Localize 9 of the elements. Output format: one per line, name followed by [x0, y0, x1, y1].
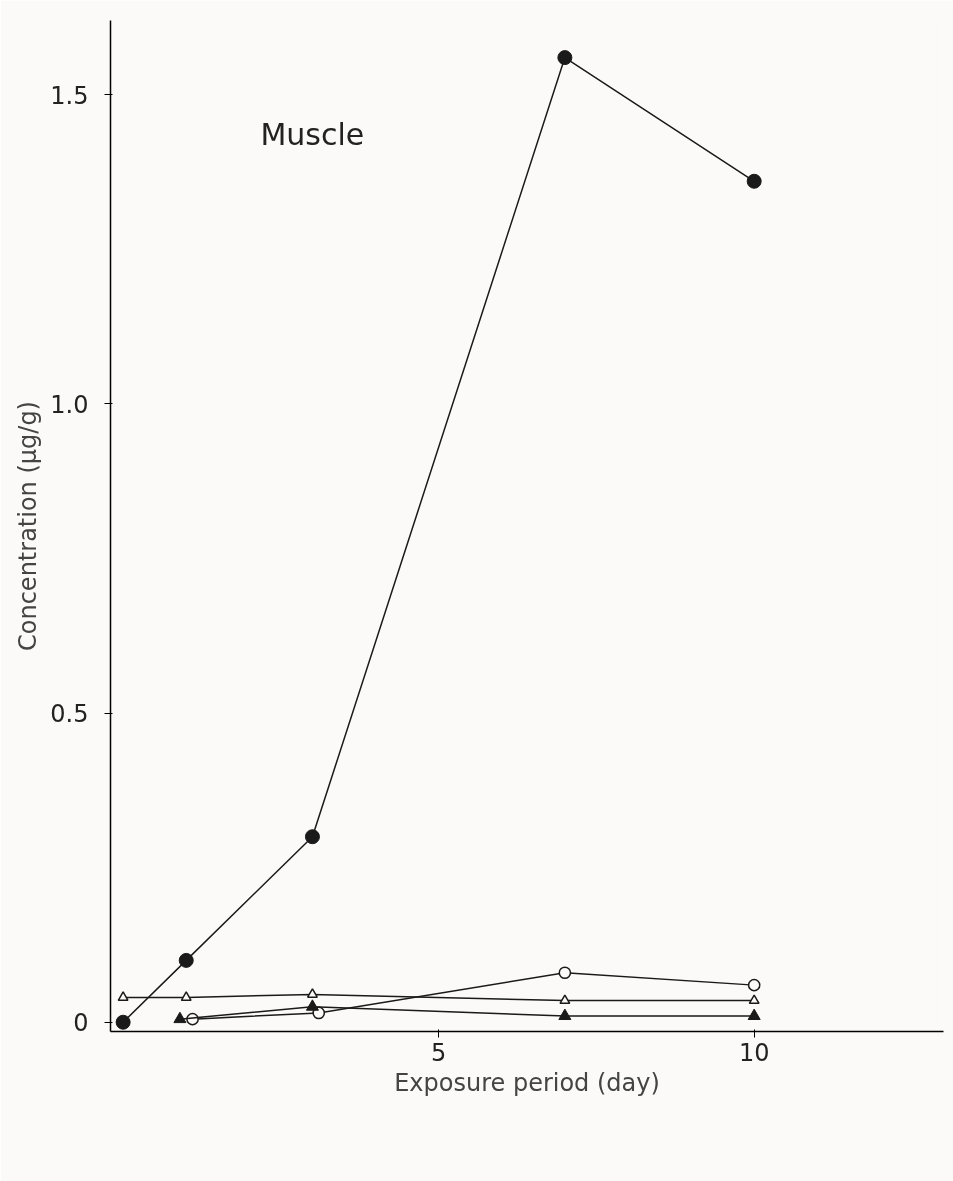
- y-tick-label: 0: [73, 1009, 89, 1038]
- y-tick-label: 1.0: [50, 390, 89, 419]
- annotation: Muscle: [260, 116, 365, 152]
- x-tick-label: 5: [431, 1038, 447, 1067]
- y-tick-label: 1.5: [50, 81, 89, 110]
- y-axis-title: Concentration (µg/g): [14, 401, 43, 651]
- x-tick-label: 10: [738, 1038, 770, 1067]
- x-axis-title: Exposure period (day): [394, 1068, 660, 1097]
- y-tick-label: 0.5: [50, 700, 89, 729]
